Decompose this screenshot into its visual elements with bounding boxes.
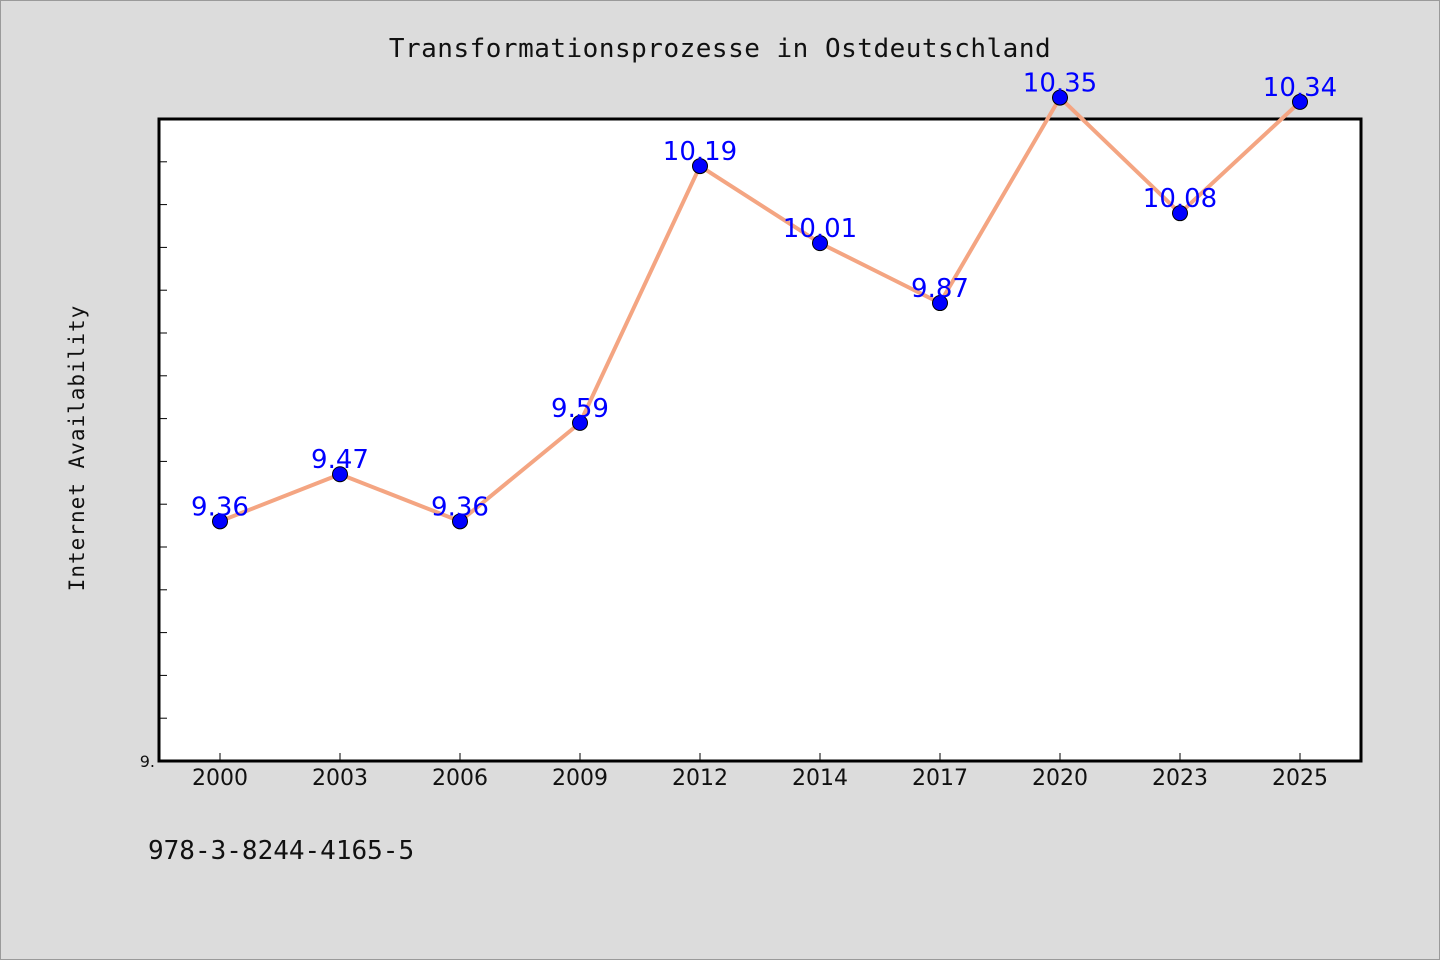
data-point — [212, 513, 228, 530]
data-label: 10.01 — [783, 214, 857, 244]
x-tick-label: 2020 — [1032, 766, 1088, 791]
x-axis-ticks: 2000 2003 2006 2009 2012 2014 2017 2020 2023 2025 — [192, 753, 1328, 791]
plot-area — [157, 117, 1363, 763]
y-axis-ticks: 9. — [140, 118, 167, 771]
x-tick-label: 2009 — [552, 766, 608, 791]
series-group — [212, 89, 1308, 530]
data-label: 9.47 — [311, 445, 369, 475]
data-labels: 9.36 9.47 9.36 9.59 10.19 10.01 9.87 10.35 10.08… — [191, 69, 1337, 523]
data-point — [332, 466, 348, 483]
x-tick-label: 2023 — [1152, 766, 1208, 791]
x-tick-label: 2017 — [912, 766, 968, 791]
series-line — [219, 95, 1302, 524]
chart-title: Transformationsprozesse in Ostdeutschlan… — [388, 34, 1052, 64]
x-tick-label: 2012 — [672, 766, 728, 791]
data-label: 10.19 — [663, 137, 737, 167]
x-tick-label: 2014 — [792, 766, 848, 791]
data-label: 10.08 — [1143, 184, 1217, 214]
data-point — [1052, 89, 1068, 106]
x-tick-label: 2000 — [192, 766, 248, 791]
data-label: 9.59 — [551, 394, 609, 424]
data-label: 9.36 — [191, 492, 249, 522]
y-tick-label: 9. — [140, 752, 155, 771]
x-tick-label: 2006 — [432, 766, 488, 791]
data-label: 9.36 — [431, 492, 489, 522]
x-tick-label: 2025 — [1272, 766, 1328, 791]
data-point — [452, 513, 468, 530]
data-label: 10.35 — [1023, 69, 1097, 99]
data-label: 9.87 — [911, 274, 969, 304]
isbn-text: 978-3-8244-4165-5 — [148, 836, 415, 866]
data-point — [812, 235, 828, 252]
data-point — [1172, 205, 1188, 222]
data-point — [932, 295, 948, 312]
x-tick-label: 2003 — [312, 766, 368, 791]
data-label: 10.34 — [1263, 73, 1337, 103]
data-point — [1292, 93, 1308, 110]
data-point — [692, 158, 708, 175]
data-point — [572, 414, 588, 431]
